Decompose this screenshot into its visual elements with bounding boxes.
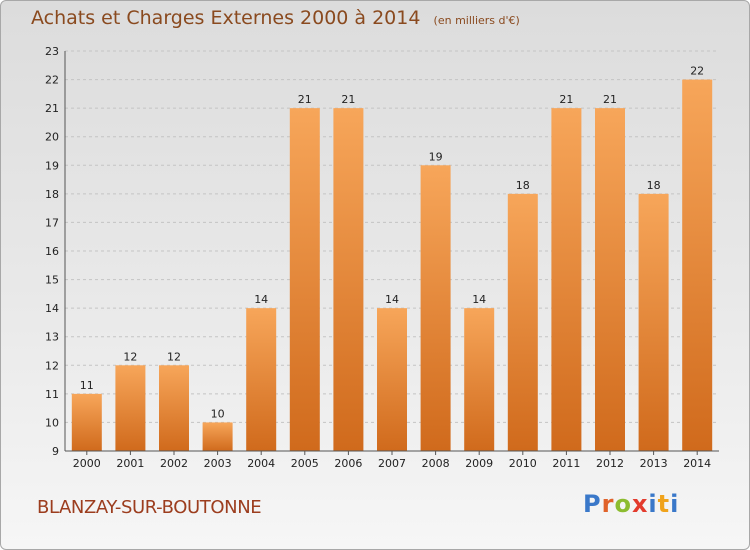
y-tick-label: 19 bbox=[45, 159, 59, 172]
bar-value-label: 18 bbox=[647, 179, 661, 192]
y-tick-label: 17 bbox=[45, 216, 59, 229]
bar bbox=[507, 193, 538, 451]
y-tick-label: 10 bbox=[45, 416, 59, 429]
x-tick-label: 2012 bbox=[596, 457, 624, 470]
y-tick-label: 20 bbox=[45, 131, 59, 144]
x-tick-label: 2011 bbox=[552, 457, 580, 470]
y-tick-label: 14 bbox=[45, 302, 59, 315]
bar-value-label: 14 bbox=[472, 293, 486, 306]
x-tick-label: 2013 bbox=[640, 457, 668, 470]
bar bbox=[71, 393, 102, 451]
x-tick-label: 2000 bbox=[73, 457, 101, 470]
y-tick-label: 13 bbox=[45, 331, 59, 344]
bar bbox=[595, 108, 625, 452]
bar-value-label: 21 bbox=[559, 93, 573, 106]
x-tick-label: 2004 bbox=[247, 457, 275, 470]
bar-value-label: 21 bbox=[298, 93, 312, 106]
axes bbox=[64, 51, 719, 455]
x-tick-label: 2006 bbox=[334, 457, 362, 470]
bar-value-label: 21 bbox=[603, 93, 617, 106]
y-tick-label: 12 bbox=[45, 359, 59, 372]
y-tick-label: 9 bbox=[52, 445, 59, 458]
y-tick-label: 15 bbox=[45, 274, 59, 287]
bar bbox=[551, 108, 582, 452]
bar bbox=[377, 308, 407, 451]
x-tick-label: 2002 bbox=[160, 457, 188, 470]
bar bbox=[115, 365, 146, 451]
x-tick-label: 2014 bbox=[683, 457, 711, 470]
bar-value-label: 19 bbox=[429, 150, 443, 163]
labels: 9 10 11 12 13 14 15 16 17 18 19 20 21 22 23 11 2000 12 200… bbox=[45, 45, 711, 470]
bar-value-label: 12 bbox=[123, 350, 137, 363]
bar bbox=[202, 422, 233, 451]
proxiti-logo: Proxiti bbox=[583, 490, 680, 518]
x-tick-label: 2008 bbox=[422, 457, 450, 470]
chart-unit-text: (en milliers d'€) bbox=[433, 14, 520, 27]
chart-title: Achats et Charges Externes 2000 à 2014 (… bbox=[31, 7, 520, 29]
y-tick-label: 23 bbox=[45, 45, 59, 58]
bar-value-label: 18 bbox=[516, 179, 530, 192]
bar bbox=[159, 365, 189, 451]
bar bbox=[638, 193, 669, 451]
y-tick-label: 22 bbox=[45, 74, 59, 87]
x-tick-label: 2003 bbox=[204, 457, 232, 470]
bar-value-label: 12 bbox=[167, 350, 181, 363]
y-tick-label: 18 bbox=[45, 188, 59, 201]
bar bbox=[420, 165, 451, 452]
y-tick-label: 11 bbox=[45, 388, 59, 401]
y-tick-label: 21 bbox=[45, 102, 59, 115]
x-tick-label: 2005 bbox=[291, 457, 319, 470]
x-tick-label: 2001 bbox=[116, 457, 144, 470]
chart-title-text: Achats et Charges Externes 2000 à 2014 bbox=[31, 7, 421, 29]
x-tick-label: 2010 bbox=[509, 457, 537, 470]
bar-value-label: 11 bbox=[80, 379, 94, 392]
bar-value-label: 22 bbox=[690, 65, 704, 78]
x-tick-label: 2009 bbox=[465, 457, 493, 470]
bar bbox=[464, 308, 495, 451]
bar bbox=[289, 108, 320, 452]
bar bbox=[333, 108, 364, 452]
x-tick-label: 2007 bbox=[378, 457, 406, 470]
bar-value-label: 21 bbox=[341, 93, 355, 106]
bar-value-label: 14 bbox=[385, 293, 399, 306]
y-tick-label: 16 bbox=[45, 245, 59, 258]
commune-name: BLANZAY-SUR-BOUTONNE bbox=[37, 497, 262, 518]
bar bbox=[682, 79, 713, 452]
bar-value-label: 14 bbox=[254, 293, 268, 306]
bars bbox=[71, 79, 713, 452]
bar-value-label: 10 bbox=[211, 407, 225, 420]
bar bbox=[246, 308, 277, 451]
